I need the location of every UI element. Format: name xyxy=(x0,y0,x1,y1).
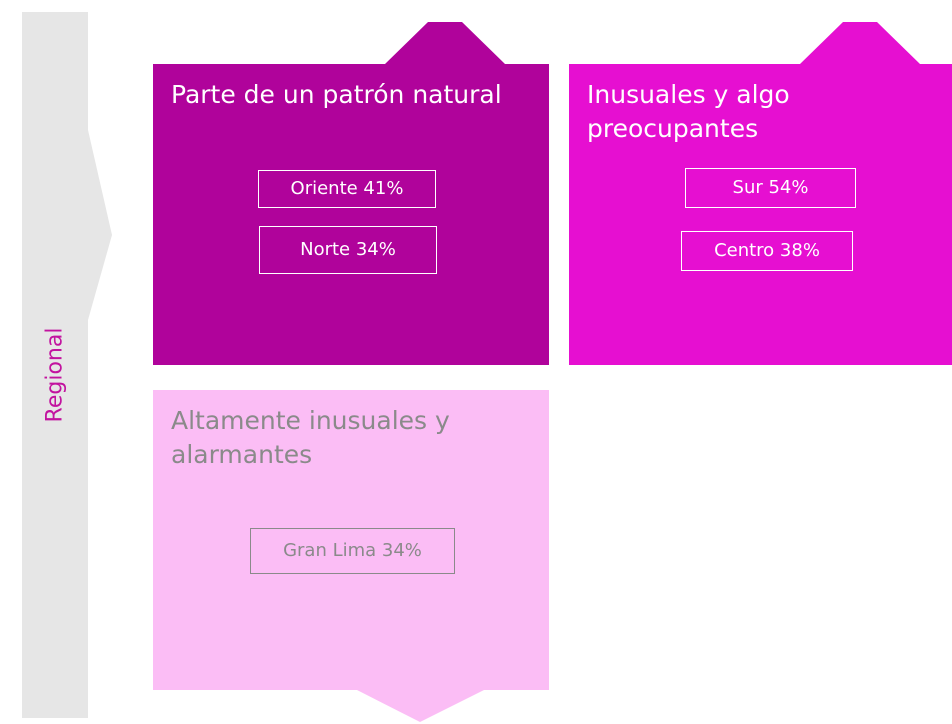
box: Parte de un patrón natural Oriente 41% N… xyxy=(153,64,549,365)
item: Oriente 41% xyxy=(258,170,436,208)
item: Centro 38% xyxy=(681,231,853,271)
box-3-shape xyxy=(153,390,549,722)
item: Norte 34% xyxy=(259,226,437,274)
axis-arrow xyxy=(22,12,112,718)
box-title: Inusuales y algo preocupantes xyxy=(587,80,790,143)
axis-label: Regional xyxy=(42,327,68,423)
box-2-shape xyxy=(569,22,952,365)
box-1-shape xyxy=(153,22,549,365)
item: Gran Lima 34% xyxy=(250,528,455,574)
item: Sur 54% xyxy=(685,168,856,208)
box: Inusuales y algo preocupantes Sur 54% Ce… xyxy=(569,64,952,365)
box: Altamente inusuales y alarmantes Gran Li… xyxy=(153,390,549,690)
box-title: Altamente inusuales y alarmantes xyxy=(171,406,450,469)
box-title: Parte de un patrón natural xyxy=(171,80,502,109)
